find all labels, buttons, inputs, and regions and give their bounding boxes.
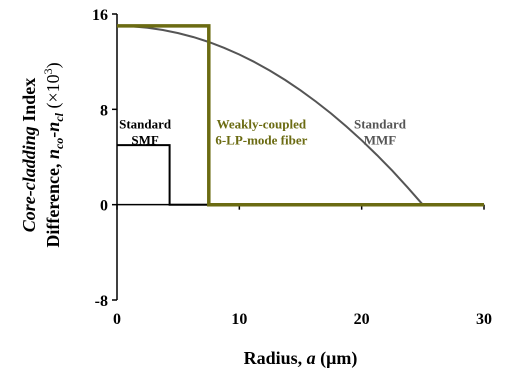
- y-axis-title-sub-cl: cl: [52, 112, 66, 121]
- x-tick-label: 0: [113, 311, 121, 328]
- y-tick-label: 0: [100, 198, 108, 215]
- x-axis-title: Radius, a (μm): [244, 348, 358, 369]
- x-tick-label: 10: [231, 311, 247, 328]
- series-line-1: [117, 144, 484, 206]
- y-axis-title-line1-italic: Core-cladding: [19, 126, 39, 232]
- y-axis-title-line2-pre: Difference,: [43, 159, 63, 248]
- y-axis-title-line2: Difference, nco-ncl (×103): [41, 62, 66, 247]
- x-tick-label: 20: [354, 311, 370, 328]
- y-axis-title-dash: -: [43, 132, 63, 138]
- y-axis-title-n-cl: n: [43, 122, 63, 132]
- series-line-2: [116, 24, 484, 206]
- annotation-line: Standard: [354, 116, 407, 131]
- y-axis-title-sup: 3: [41, 68, 55, 74]
- annotation-line: Standard: [119, 116, 172, 131]
- series-line-3: [117, 24, 484, 207]
- annotation-line: Weakly-coupled: [217, 116, 307, 131]
- annotation-2: Weakly-coupled 6-LP-mode fiber: [215, 116, 307, 147]
- y-axis-title-n-co: n: [43, 149, 63, 159]
- y-tick-label: 16: [92, 7, 108, 24]
- x-axis-title-main: Radius,: [244, 348, 307, 368]
- annotation-line: SMF: [131, 132, 159, 147]
- y-tick-label: 8: [100, 102, 108, 119]
- y-axis-title-post1: (×10: [43, 74, 64, 113]
- y-axis-title-line1: Core-cladding Index: [19, 78, 39, 233]
- x-ticks: 0 10 20 30: [113, 204, 492, 328]
- x-tick-label: 30: [476, 311, 492, 328]
- series-group: [116, 24, 484, 207]
- y-tick-label: -8: [95, 293, 108, 310]
- annotation-3: Standard MMF: [354, 116, 407, 147]
- y-axis-title-sub-co: co: [52, 138, 66, 149]
- y-axis-title-post2: ): [43, 62, 64, 68]
- y-axis-title: Core-cladding Index Difference, nco-ncl …: [19, 62, 66, 247]
- x-axis-title-unit: (μm): [316, 348, 358, 369]
- x-axis-title-var: a: [307, 348, 316, 368]
- y-ticks: -8 0 8 16: [92, 7, 117, 310]
- annotation-line: MMF: [364, 132, 397, 147]
- annotation-line: 6-LP-mode fiber: [215, 132, 307, 147]
- y-axis-title-line1-rest: Index: [19, 78, 39, 127]
- annotation-1: Standard SMF: [119, 116, 172, 147]
